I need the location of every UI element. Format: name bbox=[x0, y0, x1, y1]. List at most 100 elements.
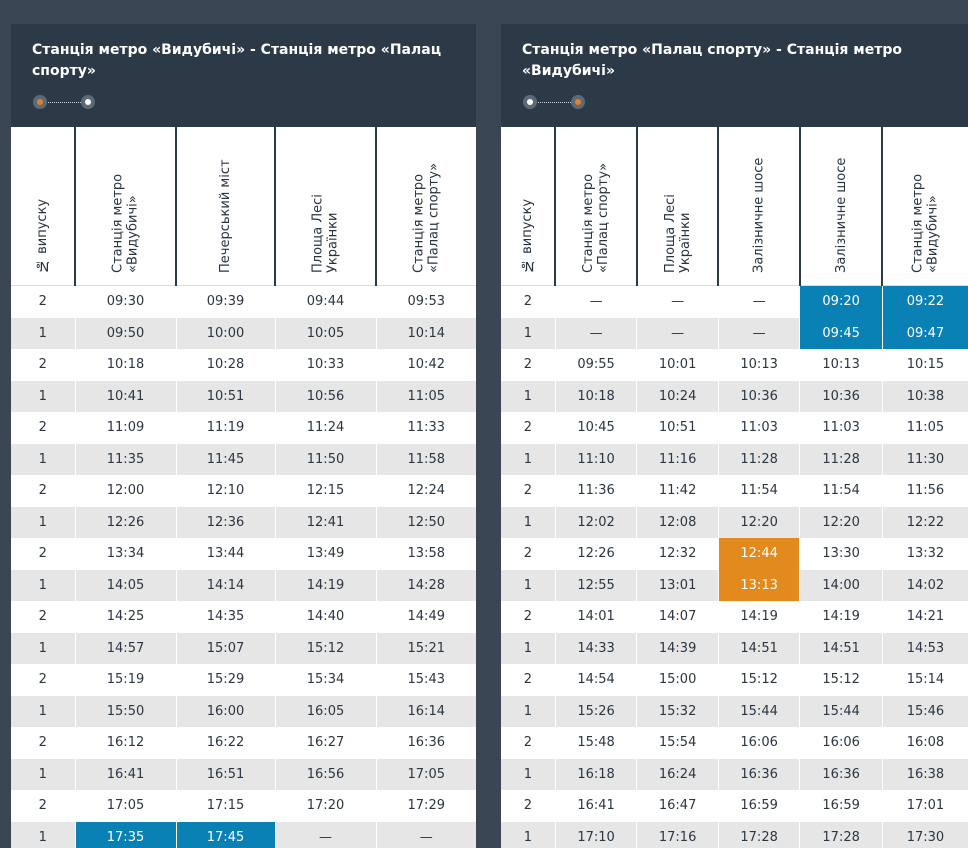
release-number-cell: 1 bbox=[501, 821, 556, 848]
release-number-cell: 2 bbox=[11, 727, 75, 759]
time-cell: 14:49 bbox=[375, 601, 476, 633]
schedule-table: № випуску Станція метро «Видубичі» Печерсь… bbox=[11, 127, 476, 848]
time-cell: 10:13 bbox=[799, 349, 883, 381]
release-number-cell: 1 bbox=[11, 317, 75, 349]
time-cell: 16:08 bbox=[881, 727, 968, 759]
time-cell: 10:36 bbox=[717, 380, 800, 412]
table-row: 1 14:57 15:07 15:12 15:21 bbox=[11, 632, 476, 664]
panel-title: Станція метро «Видубичі» - Станція метро… bbox=[32, 42, 442, 79]
time-cell: 12:00 bbox=[74, 475, 176, 507]
time-cell: 13:01 bbox=[636, 569, 719, 601]
release-number-cell: 1 bbox=[11, 569, 75, 601]
table-row: 2 11:09 11:19 11:24 11:33 bbox=[11, 412, 476, 444]
column-header: № випуску bbox=[501, 127, 556, 286]
time-cell: 16:12 bbox=[74, 727, 176, 759]
time-cell: 11:30 bbox=[881, 443, 968, 475]
column-header-label: Площа Лесі Українки bbox=[310, 194, 341, 273]
time-cell: 11:54 bbox=[799, 475, 883, 507]
time-cell: — bbox=[554, 317, 637, 349]
table-row: 1 11:10 11:16 11:28 11:28 11:30 bbox=[501, 443, 968, 475]
time-cell: 17:20 bbox=[274, 790, 376, 822]
time-cell: — bbox=[636, 317, 719, 349]
time-cell: 12:26 bbox=[74, 506, 176, 538]
time-cell: 13:32 bbox=[881, 538, 968, 570]
time-cell: 15:12 bbox=[799, 664, 883, 696]
table-row: 2 12:26 12:32 12:44 13:30 13:32 bbox=[501, 538, 968, 570]
panel-header: Станція метро «Видубичі» - Станція метро… bbox=[11, 24, 476, 127]
time-cell: 11:33 bbox=[375, 412, 476, 444]
time-cell: 10:38 bbox=[881, 380, 968, 412]
time-cell: 16:05 bbox=[274, 695, 376, 727]
time-cell: 14:02 bbox=[881, 569, 968, 601]
time-cell: 15:48 bbox=[554, 727, 637, 759]
time-cell: 15:29 bbox=[175, 664, 275, 696]
table-row: 1 10:41 10:51 10:56 11:05 bbox=[11, 380, 476, 412]
release-number-cell: 1 bbox=[501, 569, 556, 601]
table-row: 2 14:25 14:35 14:40 14:49 bbox=[11, 601, 476, 633]
time-cell: 09:44 bbox=[274, 285, 376, 318]
time-cell: 09:50 bbox=[74, 317, 176, 349]
time-cell: 17:10 bbox=[554, 821, 637, 848]
time-cell: 16:41 bbox=[554, 790, 637, 822]
release-number-cell: 2 bbox=[11, 412, 75, 444]
table-row: 1 14:05 14:14 14:19 14:28 bbox=[11, 569, 476, 601]
time-cell: — bbox=[554, 285, 637, 318]
time-cell: 10:24 bbox=[636, 380, 719, 412]
time-cell: 14:19 bbox=[717, 601, 800, 633]
column-header: Печерський міст bbox=[175, 127, 275, 286]
time-cell: 16:59 bbox=[717, 790, 800, 822]
time-cell: 10:18 bbox=[74, 349, 176, 381]
release-number-cell: 1 bbox=[501, 695, 556, 727]
table-row: 1 14:33 14:39 14:51 14:51 14:53 bbox=[501, 632, 968, 664]
time-cell: 16:51 bbox=[175, 758, 275, 790]
release-number-cell: 2 bbox=[501, 601, 556, 633]
time-cell: 17:05 bbox=[74, 790, 176, 822]
time-cell: 15:21 bbox=[375, 632, 476, 664]
table-row: 2 11:36 11:42 11:54 11:54 11:56 bbox=[501, 475, 968, 507]
release-number-cell: 1 bbox=[501, 443, 556, 475]
route-dotted-line bbox=[533, 102, 575, 103]
release-number-cell: 2 bbox=[11, 285, 75, 318]
time-cell: 17:45 bbox=[175, 821, 275, 848]
time-cell: — bbox=[717, 317, 800, 349]
time-cell: 14:00 bbox=[799, 569, 883, 601]
table-row: 1 17:35 17:45— — bbox=[11, 821, 476, 848]
time-cell: 15:54 bbox=[636, 727, 719, 759]
release-number-cell: 1 bbox=[501, 380, 556, 412]
time-cell: 17:01 bbox=[881, 790, 968, 822]
time-cell: 13:34 bbox=[74, 538, 176, 570]
release-number-cell: 2 bbox=[501, 285, 556, 318]
time-cell: 16:22 bbox=[175, 727, 275, 759]
time-cell: 11:10 bbox=[554, 443, 637, 475]
column-header: Станція метро «Видубичі» bbox=[881, 127, 968, 286]
time-cell: 11:35 bbox=[74, 443, 176, 475]
table-row: 2 16:12 16:22 16:27 16:36 bbox=[11, 727, 476, 759]
time-cell: 10:51 bbox=[175, 380, 275, 412]
table-row: 1 12:55 13:01 13:13 14:00 14:02 bbox=[501, 569, 968, 601]
time-cell: — bbox=[636, 285, 719, 318]
time-cell: 15:12 bbox=[717, 664, 800, 696]
time-cell: 10:33 bbox=[274, 349, 376, 381]
table-row: 1— — —09:45 09:47 bbox=[501, 317, 968, 349]
release-number-cell: 2 bbox=[11, 349, 75, 381]
table-row: 2 10:18 10:28 10:33 10:42 bbox=[11, 349, 476, 381]
release-number-cell: 1 bbox=[501, 632, 556, 664]
time-cell: 14:51 bbox=[799, 632, 883, 664]
column-header-label: Площа Лесі Українки bbox=[662, 194, 693, 273]
time-cell: 17:28 bbox=[799, 821, 883, 848]
release-number-cell: 2 bbox=[501, 475, 556, 507]
table-row: 2 15:48 15:54 16:06 16:06 16:08 bbox=[501, 727, 968, 759]
time-cell: 16:41 bbox=[74, 758, 176, 790]
column-header: Станція метро «Видубичі» bbox=[74, 127, 176, 286]
schedule-table: № випуску Станція метро «Палац спорту» Пло… bbox=[501, 127, 968, 848]
time-cell: 16:36 bbox=[717, 758, 800, 790]
time-cell: 11:28 bbox=[717, 443, 800, 475]
time-cell: 09:47 bbox=[881, 317, 968, 349]
release-number-cell: 2 bbox=[501, 790, 556, 822]
time-cell: 09:45 bbox=[799, 317, 883, 349]
release-number-cell: 1 bbox=[11, 758, 75, 790]
release-number-cell: 1 bbox=[11, 506, 75, 538]
table-row: 1 10:18 10:24 10:36 10:36 10:38 bbox=[501, 380, 968, 412]
time-cell: 12:44 bbox=[717, 538, 800, 570]
time-cell: 14:54 bbox=[554, 664, 637, 696]
